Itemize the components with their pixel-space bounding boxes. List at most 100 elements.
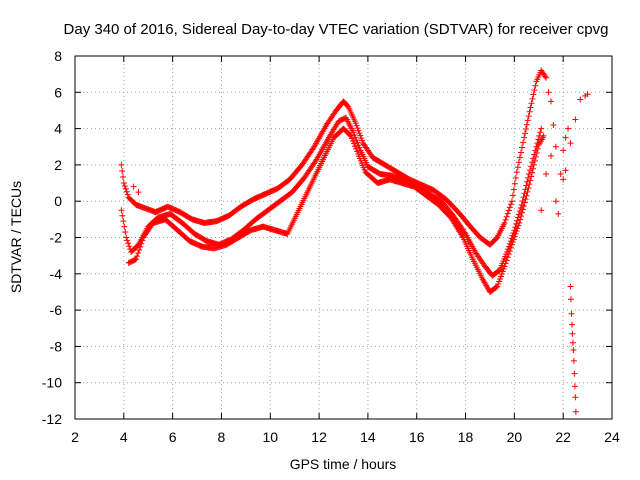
x-axis-label: GPS time / hours: [290, 456, 397, 472]
data-point: [568, 310, 575, 317]
data-point: [531, 87, 538, 94]
data-point: [562, 167, 569, 174]
data-point: [349, 138, 356, 145]
data-point: [354, 148, 361, 155]
x-tick-label: 12: [311, 429, 327, 445]
y-tick-label: -8: [50, 338, 63, 354]
data-point: [529, 165, 536, 172]
data-point: [545, 89, 552, 96]
data-point: [521, 134, 528, 141]
data-point: [133, 256, 140, 263]
data-point: [552, 198, 559, 205]
data-point: [495, 267, 502, 274]
data-point: [534, 145, 541, 152]
data-point: [542, 73, 549, 80]
data-point: [122, 229, 129, 236]
series-trace-a: [118, 67, 550, 248]
data-point: [555, 210, 562, 217]
y-tick-label: 6: [54, 84, 62, 100]
data-point: [567, 283, 574, 290]
data-point: [310, 145, 317, 152]
series-trace-c: [125, 125, 547, 295]
data-point: [515, 159, 522, 166]
data-point: [514, 164, 521, 171]
data-point: [518, 213, 525, 220]
data-point: [120, 180, 127, 187]
series-tail-drop: [567, 283, 579, 415]
y-tick-label: 2: [54, 157, 62, 173]
data-point: [513, 169, 520, 176]
data-point: [121, 182, 128, 189]
data-point: [557, 170, 564, 177]
data-point: [507, 244, 514, 251]
data-point: [569, 339, 576, 346]
data-point: [120, 218, 127, 225]
data-point: [504, 210, 511, 217]
y-tick-label: -4: [50, 266, 63, 282]
data-point: [511, 233, 518, 240]
data-point: [567, 140, 574, 147]
series-isolated-points: [130, 152, 569, 217]
data-point: [124, 237, 131, 244]
data-point: [118, 161, 125, 168]
y-tick-label: -10: [42, 375, 62, 391]
data-point: [350, 140, 357, 147]
x-tick-labels: 2 4 6 8 10 12 14 16 18 20 22 24: [71, 429, 620, 445]
axis-ticks: [74, 55, 613, 420]
x-tick-label: 4: [120, 429, 128, 445]
x-tick-label: 20: [507, 429, 523, 445]
data-point: [524, 188, 531, 195]
data-point: [131, 256, 138, 263]
data-point: [565, 125, 572, 132]
data-point: [523, 192, 530, 199]
data-point: [346, 131, 353, 138]
data-point: [522, 126, 529, 133]
data-point: [118, 207, 125, 214]
data-point: [119, 167, 126, 174]
data-point: [525, 185, 532, 192]
data-point: [529, 169, 536, 176]
data-point: [510, 236, 517, 243]
y-tick-label: -12: [42, 411, 62, 427]
y-tick-label: 4: [54, 121, 62, 137]
data-point: [138, 240, 145, 247]
data-point: [572, 116, 579, 123]
data-point: [560, 147, 567, 154]
data-point: [514, 225, 521, 232]
data-point: [347, 132, 354, 139]
x-tick-label: 24: [604, 429, 620, 445]
data-point: [538, 125, 545, 132]
data-points: [118, 67, 591, 415]
x-tick-label: 2: [71, 429, 79, 445]
data-point: [550, 121, 557, 128]
y-axis-label: SDTVAR / TECUs: [8, 181, 24, 293]
data-point: [543, 74, 550, 81]
data-point: [505, 251, 512, 258]
data-point: [125, 240, 132, 247]
y-tick-label: 8: [54, 48, 62, 64]
data-point: [511, 180, 518, 187]
data-point: [513, 228, 520, 235]
data-point: [122, 185, 129, 192]
data-point: [571, 383, 578, 390]
data-point: [512, 230, 519, 237]
data-point: [527, 104, 534, 111]
data-point: [506, 247, 513, 254]
data-point: [584, 91, 591, 98]
data-point: [522, 196, 529, 203]
data-point: [502, 216, 509, 223]
data-point: [518, 209, 525, 216]
data-point: [571, 370, 578, 377]
x-tick-label: 8: [218, 429, 226, 445]
data-point: [137, 243, 144, 250]
x-tick-label: 18: [458, 429, 474, 445]
data-point: [135, 250, 142, 257]
data-point: [530, 161, 537, 168]
data-point: [552, 143, 559, 150]
data-point: [570, 347, 577, 354]
data-point: [503, 213, 510, 220]
data-point: [547, 152, 554, 159]
data-point: [510, 186, 517, 193]
